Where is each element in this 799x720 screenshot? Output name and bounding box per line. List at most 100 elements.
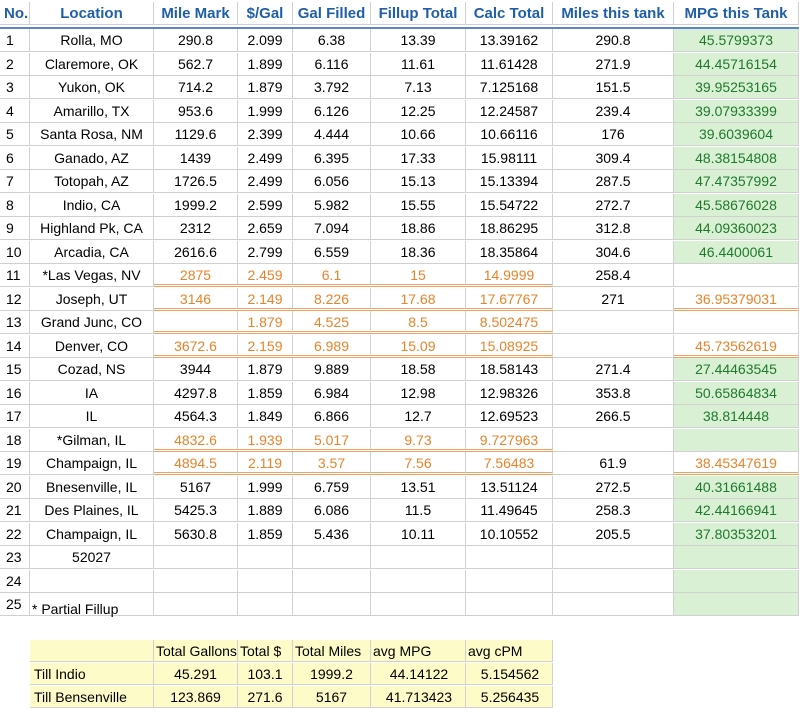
miles-tank-cell[interactable]	[553, 593, 674, 616]
mile-mark-cell[interactable]: 1999.2	[154, 193, 238, 217]
location-cell[interactable]: Yukon, OK	[30, 76, 154, 99]
calc-total-cell[interactable]: 8.502475	[466, 311, 553, 334]
gal-filled-cell[interactable]: 6.086	[293, 499, 371, 522]
location-cell[interactable]: 52027	[30, 546, 154, 569]
mpg-tank-cell[interactable]	[674, 428, 799, 452]
summary-header-cell[interactable]: avg cPM	[466, 640, 553, 662]
mile-mark-cell[interactable]: 3672.6	[154, 334, 238, 358]
location-cell[interactable]: *Las Vegas, NV	[30, 264, 154, 287]
partial-fillup-note[interactable]: * Partial Fillup	[32, 601, 119, 617]
fillup-total-cell[interactable]: 11.61	[371, 52, 466, 76]
location-cell[interactable]: Denver, CO	[30, 334, 154, 358]
calc-total-cell[interactable]	[466, 569, 553, 593]
fillup-total-cell[interactable]: 7.56	[371, 452, 466, 475]
fillup-total-cell[interactable]: 7.13	[371, 76, 466, 99]
mile-mark-cell[interactable]: 1439	[154, 146, 238, 170]
calc-total-cell[interactable]: 7.56483	[466, 452, 553, 475]
mile-mark-cell[interactable]: 4297.8	[154, 381, 238, 405]
mile-mark-cell[interactable]: 5630.8	[154, 522, 238, 546]
miles-tank-cell[interactable]: 258.4	[553, 264, 674, 287]
calc-total-cell[interactable]: 13.51124	[466, 475, 553, 499]
row-number[interactable]: 22	[0, 522, 30, 546]
price-cell[interactable]: 2.499	[238, 146, 293, 170]
calc-total-cell[interactable]: 12.98326	[466, 381, 553, 405]
calc-total-cell[interactable]: 15.08925	[466, 334, 553, 358]
location-cell[interactable]: Grand Junc, CO	[30, 311, 154, 334]
fillup-total-cell[interactable]: 15.13	[371, 170, 466, 193]
price-cell[interactable]: 1.859	[238, 381, 293, 405]
header-miles-tank[interactable]: Miles this tank	[553, 2, 674, 25]
mpg-tank-cell[interactable]	[674, 546, 799, 569]
calc-total-cell[interactable]: 18.86295	[466, 217, 553, 240]
mpg-tank-cell[interactable]: 40.31661488	[674, 475, 799, 499]
summary-value-cell[interactable]: 123.869	[154, 686, 238, 708]
summary-value-cell[interactable]: 271.6	[238, 686, 293, 708]
price-cell[interactable]: 2.599	[238, 193, 293, 217]
calc-total-cell[interactable]: 12.24587	[466, 99, 553, 123]
mpg-tank-cell[interactable]: 42.44166941	[674, 499, 799, 522]
fillup-total-cell[interactable]: 18.36	[371, 240, 466, 264]
price-cell[interactable]: 2.159	[238, 334, 293, 358]
location-cell[interactable]: Indio, CA	[30, 193, 154, 217]
summary-value-cell[interactable]: 1999.2	[293, 663, 371, 685]
fillup-total-cell[interactable]: 13.39	[371, 29, 466, 52]
mile-mark-cell[interactable]: 3146	[154, 287, 238, 311]
fillup-total-cell[interactable]	[371, 593, 466, 616]
row-number[interactable]: 16	[0, 381, 30, 405]
calc-total-cell[interactable]: 7.125168	[466, 76, 553, 99]
mpg-tank-cell[interactable]: 38.45347619	[674, 452, 799, 475]
row-number[interactable]: 7	[0, 170, 30, 193]
miles-tank-cell[interactable]: 205.5	[553, 522, 674, 546]
summary-value-cell[interactable]: 103.1	[238, 663, 293, 685]
mpg-tank-cell[interactable]: 46.4400061	[674, 240, 799, 264]
location-cell[interactable]: Arcadia, CA	[30, 240, 154, 264]
mpg-tank-cell[interactable]: 27.44463545	[674, 358, 799, 381]
price-cell[interactable]	[238, 593, 293, 616]
location-cell[interactable]: Champaign, IL	[30, 452, 154, 475]
price-cell[interactable]: 1.849	[238, 405, 293, 428]
mpg-tank-cell[interactable]: 44.09360023	[674, 217, 799, 240]
location-cell[interactable]: Highland Pk, CA	[30, 217, 154, 240]
price-cell[interactable]: 1.859	[238, 522, 293, 546]
gal-filled-cell[interactable]	[293, 569, 371, 593]
price-cell[interactable]: 1.879	[238, 76, 293, 99]
fillup-total-cell[interactable]: 18.58	[371, 358, 466, 381]
price-cell[interactable]: 2.459	[238, 264, 293, 287]
miles-tank-cell[interactable]	[553, 334, 674, 358]
mpg-tank-cell[interactable]: 48.38154808	[674, 146, 799, 170]
price-cell[interactable]	[238, 569, 293, 593]
location-cell[interactable]	[30, 569, 154, 593]
summary-header-cell[interactable]: Total Miles	[293, 640, 371, 662]
miles-tank-cell[interactable]	[553, 428, 674, 452]
calc-total-cell[interactable]: 17.67767	[466, 287, 553, 311]
gal-filled-cell[interactable]: 6.056	[293, 170, 371, 193]
gal-filled-cell[interactable]: 4.525	[293, 311, 371, 334]
row-number[interactable]: 23	[0, 546, 30, 569]
gal-filled-cell[interactable]: 5.436	[293, 522, 371, 546]
location-cell[interactable]: IL	[30, 405, 154, 428]
mile-mark-cell[interactable]: 290.8	[154, 29, 238, 52]
miles-tank-cell[interactable]	[553, 569, 674, 593]
mpg-tank-cell[interactable]: 39.6039604	[674, 123, 799, 146]
mile-mark-cell[interactable]: 5425.3	[154, 499, 238, 522]
gal-filled-cell[interactable]: 5.982	[293, 193, 371, 217]
mile-mark-cell[interactable]: 714.2	[154, 76, 238, 99]
summary-value-cell[interactable]: 44.14122	[371, 663, 466, 685]
gal-filled-cell[interactable]: 6.395	[293, 146, 371, 170]
fillup-total-cell[interactable]: 13.51	[371, 475, 466, 499]
miles-tank-cell[interactable]: 176	[553, 123, 674, 146]
mpg-tank-cell[interactable]: 45.5799373	[674, 29, 799, 52]
gal-filled-cell[interactable]: 8.226	[293, 287, 371, 311]
row-number[interactable]: 9	[0, 217, 30, 240]
row-number[interactable]: 15	[0, 358, 30, 381]
gal-filled-cell[interactable]: 6.759	[293, 475, 371, 499]
mile-mark-cell[interactable]: 2312	[154, 217, 238, 240]
calc-total-cell[interactable]: 15.98111	[466, 146, 553, 170]
mile-mark-cell[interactable]: 1726.5	[154, 170, 238, 193]
price-cell[interactable]: 2.119	[238, 452, 293, 475]
summary-header-cell[interactable]: avg MPG	[371, 640, 466, 662]
row-number[interactable]: 10	[0, 240, 30, 264]
calc-total-cell[interactable]: 18.58143	[466, 358, 553, 381]
gal-filled-cell[interactable]: 6.1	[293, 264, 371, 287]
gal-filled-cell[interactable]: 9.889	[293, 358, 371, 381]
